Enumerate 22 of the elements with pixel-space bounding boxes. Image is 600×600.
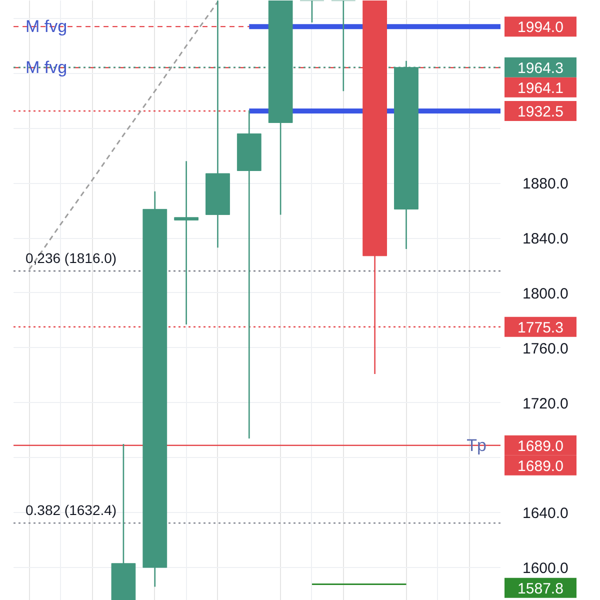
y-tick-label: 1840.0 <box>522 230 568 248</box>
text: 1932.5 <box>518 104 564 121</box>
text: 1689.0 <box>518 458 564 475</box>
candlestick <box>236 110 262 440</box>
line-series <box>28 1 218 270</box>
y-tick-label: 1800.0 <box>522 285 568 302</box>
text: 1964.1 <box>518 80 564 97</box>
y-tick-label: 1600.0 <box>522 560 568 578</box>
text: 1587.8 <box>518 580 564 598</box>
ref-line-label: 0.382 (1632.4) <box>26 502 117 518</box>
y-tick-label: 1640.0 <box>522 505 568 522</box>
candlestick <box>300 0 324 24</box>
text: 1689.0 <box>518 438 564 455</box>
text: 1964.3 <box>518 60 564 77</box>
y-tick-label: 1880.0 <box>522 176 568 193</box>
candlestick <box>174 160 198 326</box>
ref-line-label: M fvg <box>26 17 68 36</box>
text: 1994.0 <box>518 19 564 36</box>
text: 1775.3 <box>518 319 564 336</box>
y-tick-label: 1720.0 <box>522 395 568 412</box>
y-tick-label: 1760.0 <box>522 340 568 358</box>
ref-line-label: 0,236 (1816.0) <box>26 250 117 266</box>
